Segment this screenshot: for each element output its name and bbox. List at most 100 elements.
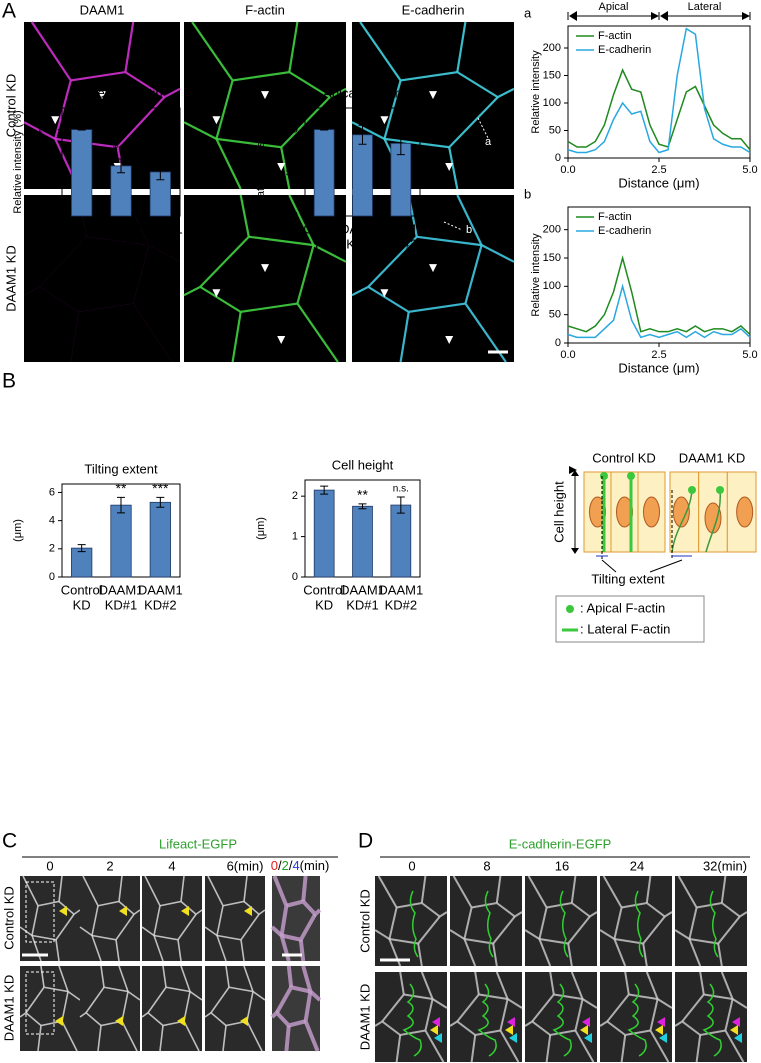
arrowhead [734,1033,742,1043]
junction-trace [552,983,572,1057]
membrane [374,1020,426,1037]
error-bar [320,128,329,131]
time-label: 6(min) [227,858,264,873]
membrane [222,1025,227,1052]
membrane [70,70,181,99]
membrane [115,939,120,962]
membrane [448,147,459,190]
membrane [674,1020,726,1037]
y-tick-label: 0 [555,337,561,349]
membrane [240,939,245,962]
plot-frame [567,25,751,159]
y-tick-label: 4 [49,515,55,527]
membrane [399,311,410,363]
column-title: E-cadherin [402,2,465,17]
y-tick-label: 200 [543,42,561,54]
panel-label: A [2,0,16,23]
x-tick-label: KD [315,597,333,612]
membrane [452,875,477,967]
membrane [162,965,167,988]
x-tick-label: DAAM1 [138,221,183,236]
membrane [127,990,141,1001]
x-tick-label: Control [61,221,103,236]
row-label: DAAM1 KD [357,984,372,1050]
significance: n.s. [393,119,409,130]
membrane [301,875,308,902]
membrane [351,121,385,140]
arrowhead [244,906,252,916]
apical-actin [600,472,608,480]
bar [149,501,171,578]
membrane [148,244,181,263]
junction-trace [409,890,419,958]
x-tick-label: DAAM1 [378,221,423,236]
annotation: Lateral [688,1,722,13]
membrane [40,965,45,988]
x-axis-label: Distance (μm) [618,360,699,375]
x-tick-label: KD [73,597,91,612]
arrowhead [432,1017,440,1027]
membrane [570,971,595,1063]
arrowhead [430,1025,438,1035]
membrane [285,899,322,918]
time-label: 0 [46,858,53,873]
membrane [599,1020,651,1037]
arrowhead [261,91,269,100]
error-bar [117,158,125,174]
membrane [284,1025,291,1052]
y-tick-label: 150 [543,69,561,81]
arrowhead [177,1016,185,1026]
arrowhead [660,11,668,21]
membrane [204,926,218,937]
y-tick-label: 50 [549,124,561,136]
arrowhead [509,1033,517,1043]
membrane [717,943,723,967]
panel-label: D [358,830,373,853]
bar [110,165,132,217]
lateral-actin [671,489,693,553]
membrane [642,943,648,967]
bar [313,129,335,217]
arrowhead [657,1017,665,1027]
x-tick-label: KD [73,236,91,251]
y-tick-label: 0 [292,210,298,222]
membrane [243,875,248,902]
arrowhead [429,91,437,100]
legend-label: : Lateral F-actin [580,621,670,636]
membrane [470,1034,477,1063]
legend-label: : Apical F-actin [580,600,665,615]
data-line [567,255,751,336]
significance: n.s. [354,112,370,123]
membrane [207,875,227,962]
membrane [180,965,200,1052]
row-label: Control KD [3,74,18,138]
roi [25,881,55,943]
membrane [524,929,540,940]
membrane [191,21,242,190]
junction-trace [634,890,644,958]
membrane [620,1034,627,1063]
time-label: 8 [483,858,490,873]
arrowhead [571,548,579,554]
legend-label: F-actin [598,211,632,223]
x-tick-label: DAAM1 [138,582,183,597]
membrane [399,971,405,995]
x-tick-label: KD#1 [346,597,379,612]
nucleus [736,496,754,528]
chart-title: Apical F-actin [323,85,402,100]
data-line [567,283,751,339]
separator: / [289,858,293,873]
x-tick-label: 2.5 [651,164,666,176]
membrane [549,971,555,995]
time-part: 0 [271,858,278,873]
error-bar [117,496,125,514]
membrane [599,929,615,940]
membrane [23,286,134,313]
membrane [720,875,727,904]
membrane [118,965,138,1052]
arrowhead [55,1016,63,1026]
x-tick-label: DAAM1 [378,582,423,597]
annotation: Apical [599,1,629,13]
legend-swatch [566,605,574,613]
y-tick-label: 0 [49,571,55,583]
